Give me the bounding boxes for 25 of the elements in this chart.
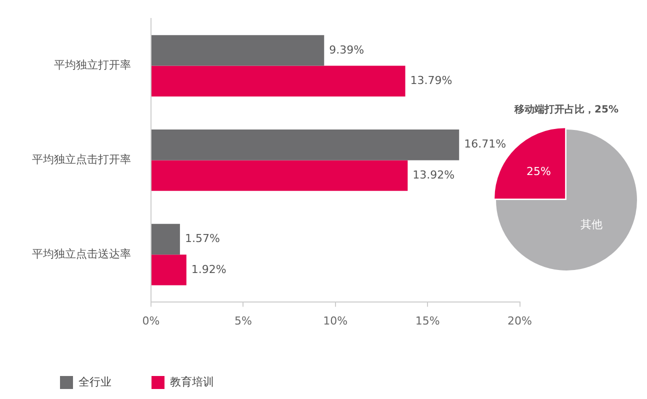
chart-title: 移动端打开占比，25% [514, 104, 618, 116]
data-label: 25% [526, 165, 551, 178]
y-tick-label: 平均独立打开率 [54, 58, 131, 72]
data-label: 16.71% [464, 138, 506, 151]
bar [152, 35, 324, 66]
x-tick-label: 15% [415, 314, 440, 328]
data-label: 9.39% [329, 43, 364, 56]
bar [152, 254, 186, 286]
data-label: 13.79% [410, 74, 452, 87]
data-label: 1.92% [191, 262, 226, 276]
slice-label: 其他 [580, 218, 602, 231]
y-tick-label: 平均独立点击打开率 [32, 153, 131, 166]
data-label: 1.57% [184, 232, 220, 246]
data-label: 13.92% [412, 168, 455, 182]
legend-label: 全行业 [78, 375, 112, 388]
bar [152, 130, 460, 160]
x-tick-label: 10% [323, 314, 348, 328]
y-tick-label: 平均独立点击送达率 [32, 247, 131, 260]
x-tick-label: 0% [142, 314, 160, 328]
bar [152, 66, 406, 96]
bar [152, 160, 408, 191]
bar [152, 224, 180, 255]
x-tick-label: 20% [508, 314, 532, 328]
legend-label: 教育培训 [170, 375, 214, 388]
x-tick-label: 5% [234, 314, 252, 328]
